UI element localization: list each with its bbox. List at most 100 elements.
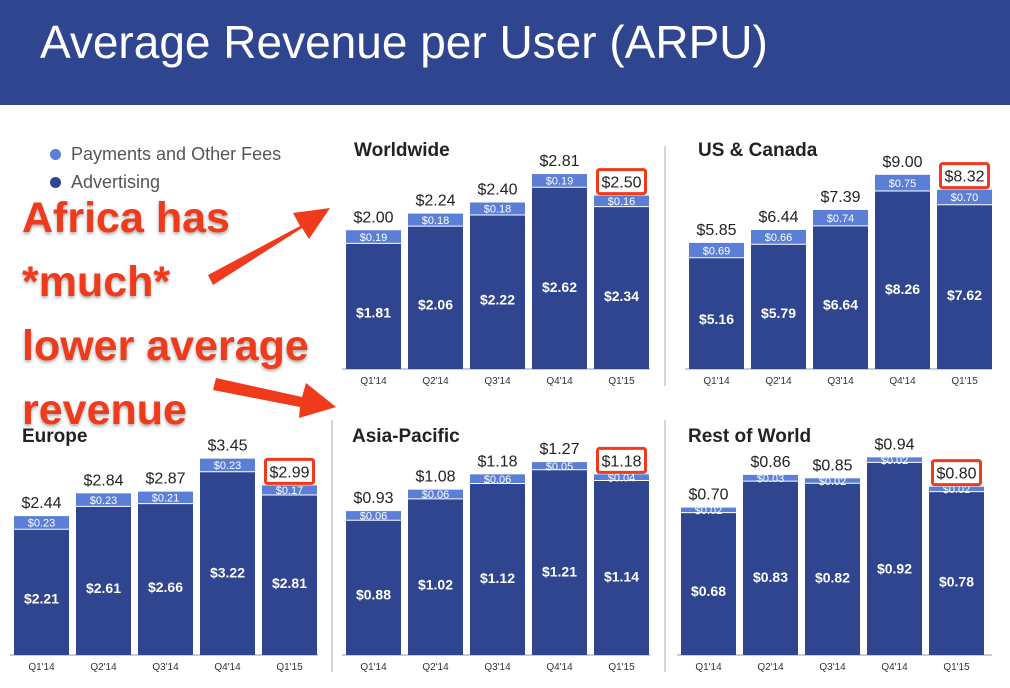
data-label-payments: $0.06: [360, 511, 388, 523]
bar-advertising: [408, 226, 463, 369]
bar-advertising: [200, 471, 255, 655]
bar-payments: [689, 242, 744, 258]
data-label-total: $9.00: [882, 154, 922, 171]
data-label-payments: $0.75: [889, 178, 917, 190]
bar-payments: [408, 213, 463, 227]
legend-label-advertising: Advertising: [71, 171, 161, 192]
bar-payments: [875, 174, 930, 191]
bar-advertising: [751, 244, 806, 369]
data-label-advertising: $2.22: [480, 292, 515, 308]
annotation-line-2: *much*: [22, 258, 171, 306]
tick-label: Q2'14: [765, 376, 792, 387]
annotation-arrow-asia-pacific: [213, 378, 336, 418]
data-label-payments: $0.03: [757, 473, 785, 485]
annotation-line-3: lower average: [22, 322, 309, 370]
tick-label: Q2'14: [422, 662, 449, 673]
data-label-advertising: $0.83: [753, 569, 788, 585]
tick-label: Q1'14: [360, 662, 387, 673]
data-label-payments: $0.02: [881, 455, 909, 467]
tick-label: Q4'14: [881, 662, 908, 673]
bar-advertising: [867, 462, 922, 655]
bar-advertising: [532, 187, 587, 369]
data-label-total: $2.24: [415, 193, 455, 210]
highlight-box: [264, 457, 315, 485]
chart-title-europe: Europe: [22, 426, 87, 447]
bar-payments: [929, 486, 984, 492]
chart-title-rest-of-world: Rest of World: [688, 426, 811, 447]
bar-payments: [532, 174, 587, 188]
bar-advertising: [76, 506, 131, 655]
data-label-total: $5.85: [696, 222, 736, 239]
data-label-total: $2.84: [83, 472, 123, 489]
bar-advertising: [594, 480, 649, 655]
data-label-payments: $0.66: [765, 232, 793, 244]
bar-advertising: [937, 204, 992, 369]
data-label-payments: $0.21: [152, 493, 180, 505]
data-label-advertising: $1.12: [480, 570, 515, 586]
data-label-advertising: $2.06: [418, 297, 453, 313]
data-label-payments: $0.19: [546, 176, 574, 188]
data-label-total: $0.93: [353, 490, 393, 507]
data-label-advertising: $2.66: [148, 579, 183, 595]
data-label-total: $8.32: [944, 169, 984, 186]
tick-label: Q4'14: [546, 376, 573, 387]
tick-label: Q4'14: [546, 662, 573, 673]
bar-advertising: [875, 190, 930, 369]
bar-advertising: [262, 495, 317, 655]
tick-label: Q2'14: [422, 376, 449, 387]
bar-payments: [751, 229, 806, 245]
data-label-advertising: $2.62: [542, 279, 577, 295]
data-label-advertising: $2.34: [604, 288, 639, 304]
legend-dot-payments: [50, 148, 61, 160]
data-label-advertising: $5.16: [699, 311, 734, 327]
legend-item-advertising: Advertising: [50, 168, 281, 196]
data-label-total: $1.18: [601, 453, 641, 470]
data-label-payments: $0.17: [276, 485, 304, 497]
tick-label: Q1'14: [695, 662, 722, 673]
data-label-total: $0.80: [936, 466, 976, 483]
data-label-advertising: $1.81: [356, 304, 391, 320]
data-label-total: $1.08: [415, 469, 455, 486]
bar-payments: [346, 511, 401, 521]
data-label-payments: $0.70: [951, 192, 979, 204]
data-label-advertising: $2.21: [24, 590, 59, 606]
bar-advertising: [470, 483, 525, 655]
bar-payments: [262, 485, 317, 496]
highlight-box: [931, 459, 982, 487]
data-label-payments: $0.04: [608, 472, 636, 484]
data-label-payments: $0.02: [695, 505, 723, 517]
legend-item-payments: Payments and Other Fees: [50, 140, 281, 168]
data-label-payments: $0.06: [484, 474, 512, 486]
bar-advertising: [408, 498, 463, 655]
data-label-advertising: $0.88: [356, 586, 391, 602]
data-label-advertising: $0.92: [877, 560, 912, 576]
page-title: Average Revenue per User (ARPU): [40, 16, 768, 68]
data-label-advertising: $7.62: [947, 287, 982, 303]
legend: Payments and Other Fees Advertising: [50, 140, 281, 196]
data-label-advertising: $0.78: [939, 573, 974, 589]
data-label-advertising: $0.68: [691, 583, 726, 599]
bar-advertising: [138, 503, 193, 655]
data-label-advertising: $6.64: [823, 297, 858, 313]
data-label-total: $2.87: [145, 471, 185, 488]
tick-label: Q3'14: [819, 662, 846, 673]
bar-advertising: [594, 206, 649, 369]
bar-payments: [76, 493, 131, 507]
bar-advertising: [689, 257, 744, 369]
data-label-advertising: $1.21: [542, 564, 577, 580]
data-label-payments: $0.05: [546, 461, 574, 473]
annotation-callout: Africa has *much* lower average revenue: [22, 186, 309, 442]
bar-payments: [594, 195, 649, 207]
bar-payments: [470, 202, 525, 215]
bar-payments: [532, 462, 587, 470]
header-banner: Average Revenue per User (ARPU): [0, 0, 1010, 105]
highlight-box: [939, 162, 990, 190]
bar-payments: [805, 478, 860, 484]
bar-advertising: [532, 469, 587, 655]
data-label-total: $2.40: [477, 182, 517, 199]
annotation-line-4: revenue: [22, 386, 187, 434]
data-label-total: $2.50: [601, 175, 641, 192]
data-label-total: $1.18: [477, 453, 517, 470]
bar-payments: [138, 491, 193, 504]
tick-label: Q1'14: [28, 662, 55, 673]
